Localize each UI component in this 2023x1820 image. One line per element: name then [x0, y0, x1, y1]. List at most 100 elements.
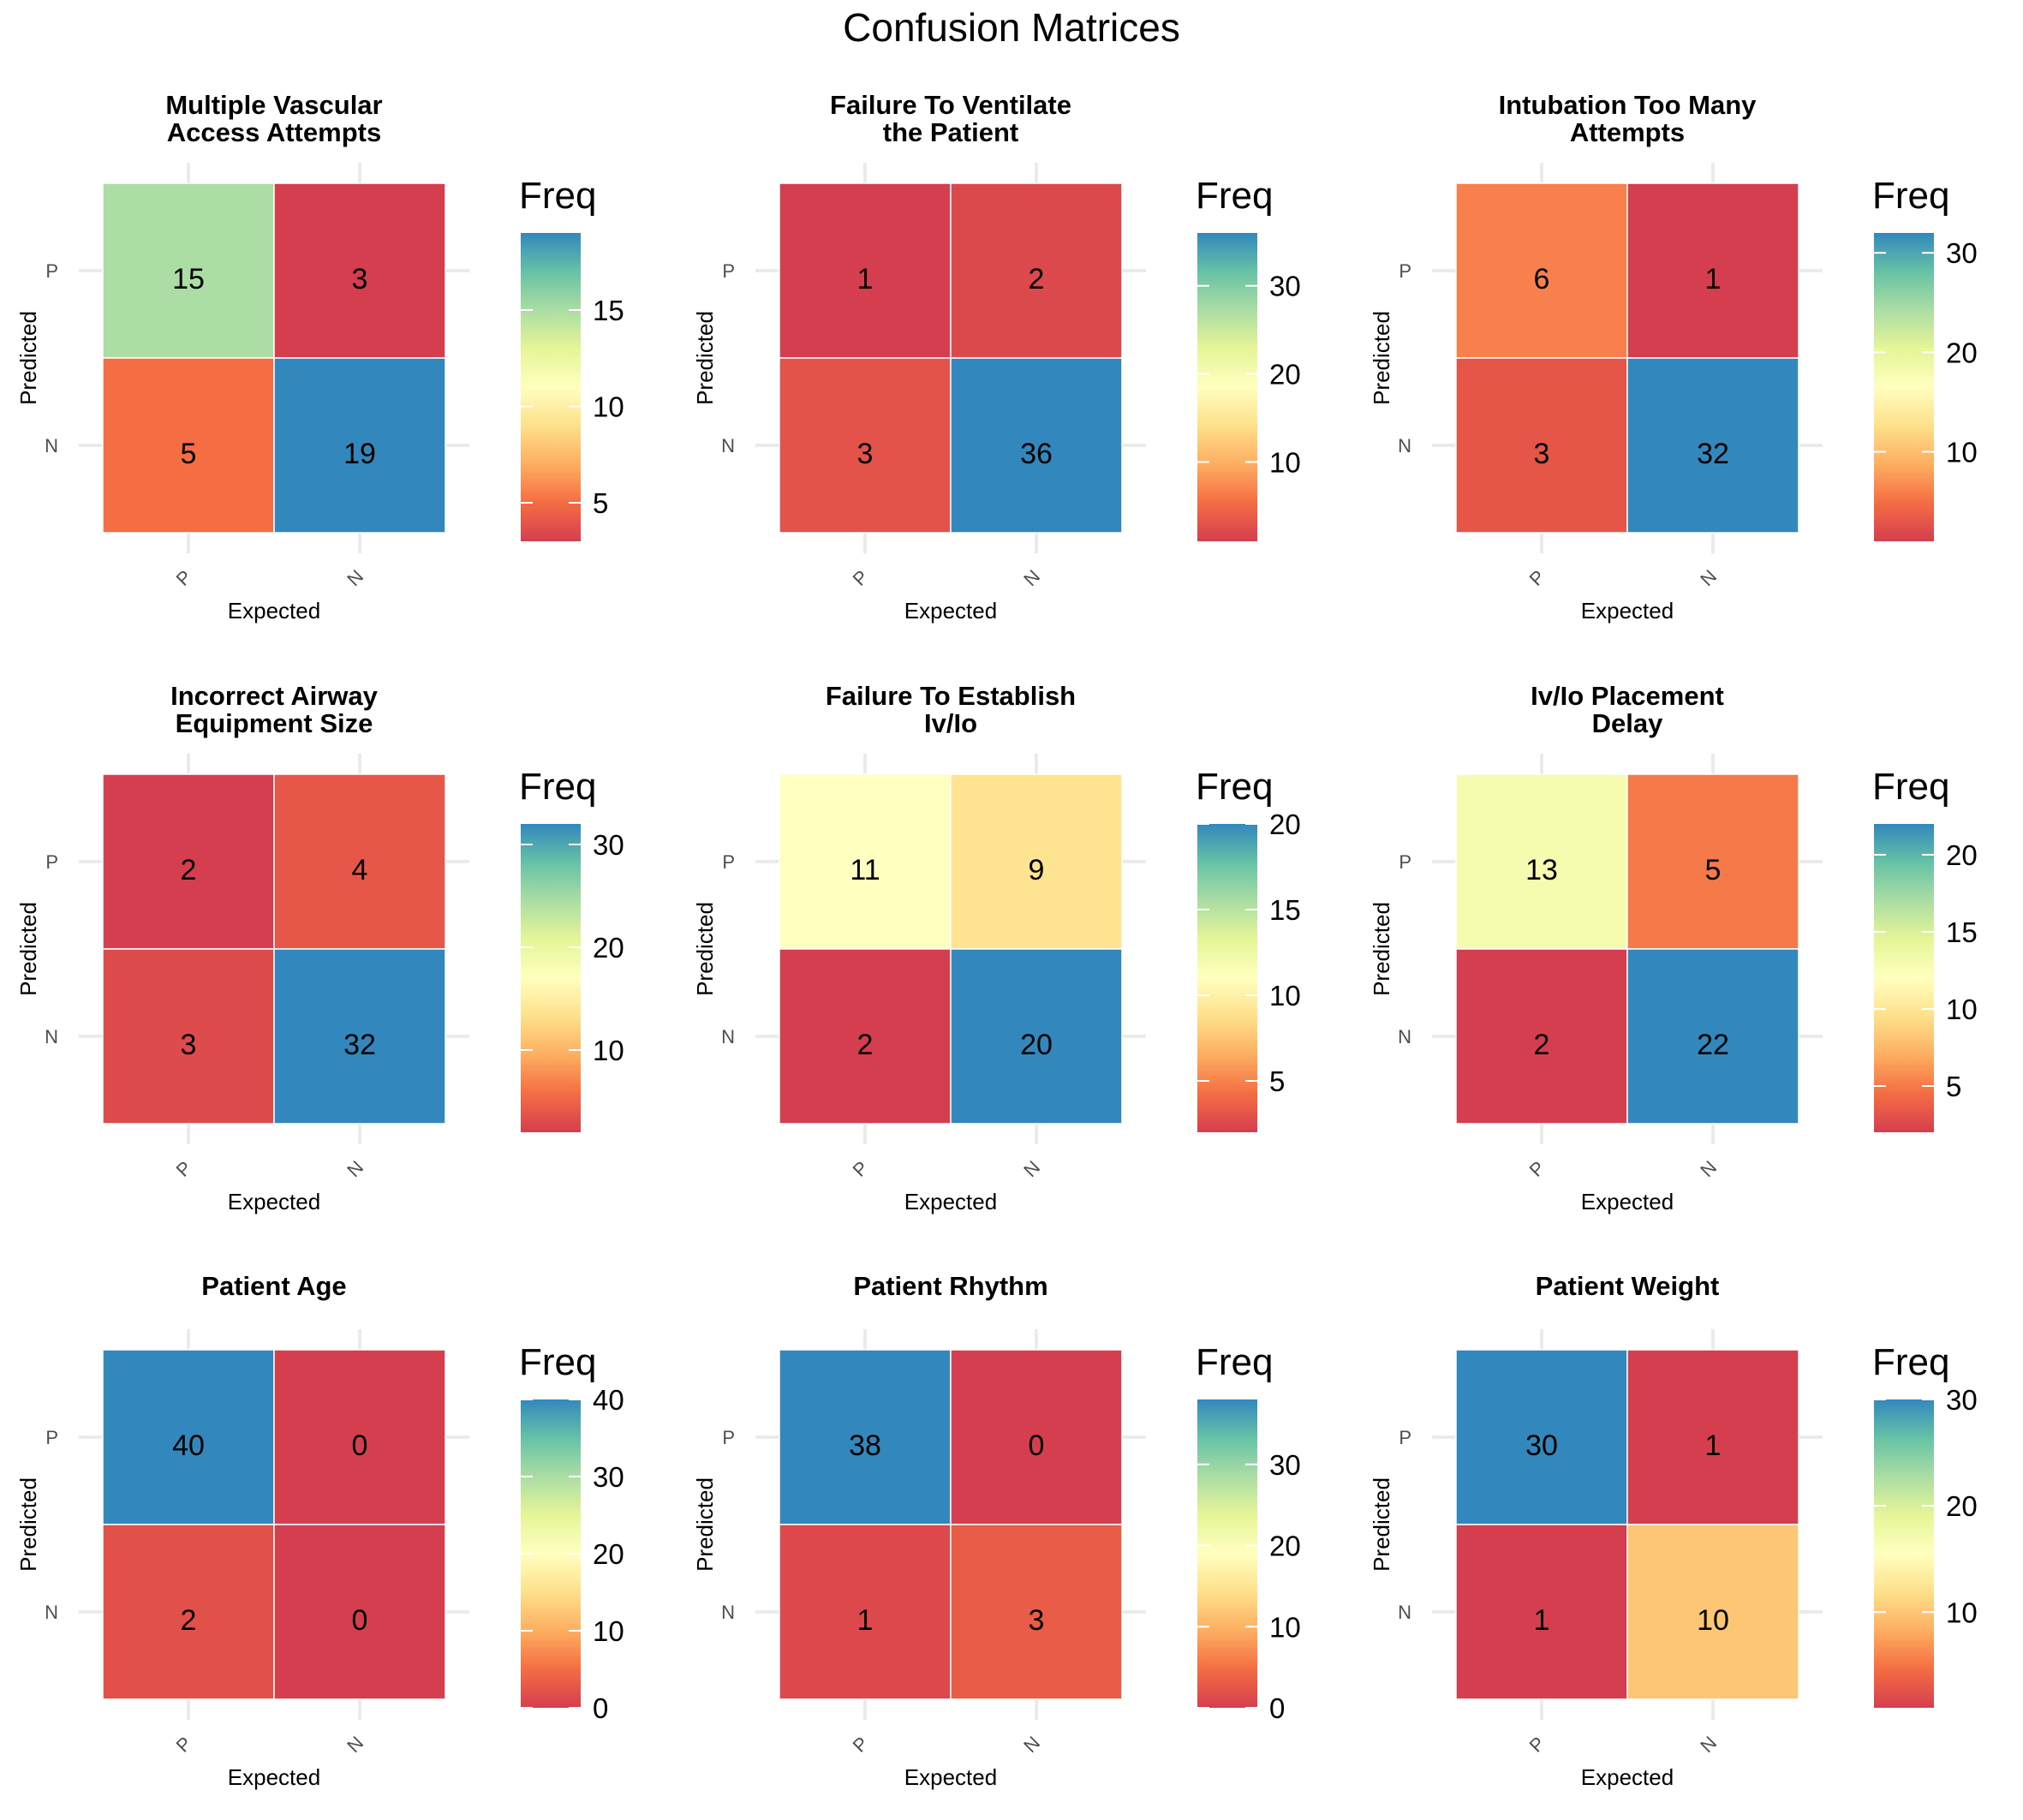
panel-title-line: Patient Age — [201, 1271, 346, 1301]
y-axis-title: Predicted — [15, 902, 41, 996]
cell-value-label: 0 — [1029, 1429, 1045, 1462]
y-tick-label: N — [1398, 1602, 1411, 1623]
x-axis-title: Expected — [904, 598, 997, 624]
colorbar-title: Freq — [1872, 1341, 1949, 1383]
panel-title: Patient Weight — [1536, 1271, 1720, 1301]
y-tick-label: P — [45, 851, 58, 873]
figure-title: Confusion Matrices — [843, 5, 1180, 50]
y-axis-title: Predicted — [692, 902, 718, 996]
colorbar-title: Freq — [519, 1341, 596, 1383]
cell-value-label: 3 — [1029, 1604, 1045, 1637]
heatmap-cell — [950, 357, 1123, 534]
panel-title-line: Equipment Size — [176, 708, 373, 738]
cell-value-label: 20 — [1020, 1029, 1053, 1061]
y-tick-label: P — [45, 1427, 58, 1448]
x-axis-title: Expected — [228, 1189, 320, 1214]
heatmap-cell — [102, 1349, 275, 1525]
y-tick-label: N — [721, 1026, 735, 1047]
cell-value-label: 6 — [1534, 263, 1550, 295]
panel-title-line: Intubation Too Many — [1499, 90, 1757, 120]
y-axis-title: Predicted — [692, 1477, 718, 1572]
colorbar-title: Freq — [519, 175, 596, 217]
cell-value-label: 5 — [181, 438, 197, 470]
cell-value-label: 13 — [1525, 854, 1558, 886]
cell-value-label: 2 — [1029, 263, 1045, 295]
heatmap-cell — [102, 948, 275, 1125]
panel-title: Intubation Too Many Attempts — [1499, 90, 1757, 147]
heatmap-cell — [102, 357, 275, 534]
colorbar — [1874, 824, 1934, 1132]
panel-title: Iv/Io Placement Delay — [1531, 681, 1724, 738]
cell-value-label: 2 — [181, 1604, 197, 1637]
colorbar-tick-label: 20 — [593, 1538, 624, 1570]
cell-value-label: 1 — [1705, 263, 1722, 295]
colorbar-tick-label: 30 — [1946, 1384, 1978, 1416]
colorbar-tick-label: 20 — [1269, 359, 1301, 391]
heatmap-cell — [779, 948, 952, 1125]
heatmap-cell — [1626, 357, 1799, 534]
cell-value-label: 0 — [352, 1429, 368, 1462]
panel-title-line: Iv/Io — [924, 708, 977, 738]
heatmap-cell — [102, 182, 275, 359]
heatmap-cell — [102, 1524, 275, 1700]
colorbar-tick-label: 30 — [1269, 1449, 1301, 1481]
cell-value-label: 3 — [181, 1029, 197, 1061]
colorbar-tick-label: 10 — [1269, 1611, 1301, 1643]
heatmap-cell — [1455, 357, 1628, 534]
cell-value-label: 1 — [857, 263, 874, 295]
colorbar — [1197, 233, 1257, 541]
x-axis-title: Expected — [1581, 1764, 1674, 1790]
x-axis-title: Expected — [1581, 1189, 1674, 1214]
cell-value-label: 3 — [352, 263, 368, 295]
cell-value-label: 1 — [1705, 1429, 1722, 1462]
heatmap-cell — [950, 1524, 1123, 1700]
y-tick-label: N — [45, 1602, 58, 1623]
y-tick-label: P — [1399, 1427, 1411, 1448]
cell-value-label: 15 — [172, 263, 205, 295]
heatmap-cell — [779, 773, 952, 950]
colorbar-tick-label: 10 — [1946, 436, 1978, 468]
colorbar-tick-label: 30 — [593, 1461, 624, 1493]
colorbar-tick-label: 40 — [593, 1384, 624, 1416]
panel-title-line: Patient Weight — [1536, 1271, 1720, 1301]
colorbar-tick-label: 10 — [1269, 446, 1301, 478]
colorbar-tick-label: 20 — [1269, 809, 1301, 840]
panel-title: Incorrect Airway Equipment Size — [170, 681, 379, 738]
colorbar-tick-label: 10 — [593, 391, 624, 423]
x-axis-title: Expected — [1581, 598, 1674, 624]
colorbar-tick-label: 0 — [593, 1692, 608, 1724]
heatmap-cell — [1626, 1349, 1799, 1525]
heatmap-cell — [950, 1349, 1123, 1525]
heatmap-cell — [1626, 182, 1799, 359]
colorbar-tick-label: 10 — [1269, 980, 1301, 1011]
colorbar-tick-label: 20 — [1269, 1531, 1301, 1562]
colorbar-tick-label: 30 — [593, 829, 624, 861]
cell-value-label: 4 — [352, 854, 368, 886]
cell-value-label: 11 — [850, 854, 880, 886]
heatmap-cell — [1455, 773, 1628, 950]
y-axis-title: Predicted — [692, 311, 718, 405]
cell-value-label: 32 — [1697, 438, 1729, 470]
cell-value-label: 0 — [352, 1604, 368, 1637]
panel-title-line: Incorrect Airway — [170, 681, 379, 711]
y-tick-label: N — [45, 435, 58, 456]
colorbar-tick-label: 15 — [1946, 916, 1978, 948]
colorbar — [1197, 824, 1257, 1132]
panel-title-line: Failure To Ventilate — [830, 90, 1071, 120]
heatmap-cell — [1626, 948, 1799, 1125]
colorbar-tick-label: 20 — [1946, 1490, 1978, 1522]
colorbar-title: Freq — [1196, 175, 1273, 217]
panel-title-line: Failure To Establish — [826, 681, 1076, 711]
panel-title-line: Iv/Io Placement — [1531, 681, 1724, 711]
colorbar-title: Freq — [1872, 175, 1949, 217]
cell-value-label: 30 — [1525, 1429, 1558, 1462]
heatmap-cell — [1455, 1524, 1628, 1700]
cell-value-label: 32 — [343, 1029, 376, 1061]
colorbar-tick-label: 30 — [1946, 237, 1978, 269]
y-tick-label: N — [1398, 1026, 1411, 1047]
y-axis-title: Predicted — [1369, 902, 1394, 996]
cell-value-label: 38 — [849, 1429, 881, 1462]
